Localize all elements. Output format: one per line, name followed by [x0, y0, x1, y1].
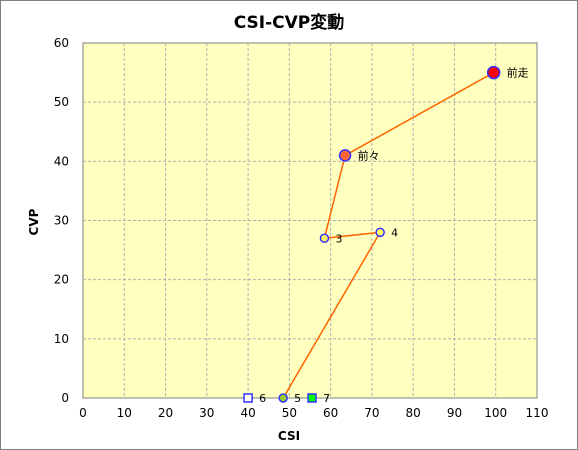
x-tick-label: 20	[158, 406, 173, 420]
point-label: 4	[391, 226, 398, 239]
x-tick-labels: 0 10 20 30 40 50 60 70 80 90 100 110	[79, 406, 548, 420]
x-axis-title: CSI	[278, 429, 300, 443]
x-tick-label: 50	[282, 406, 297, 420]
point-label: 6	[259, 392, 266, 405]
x-tick-label: 110	[526, 406, 549, 420]
point-label: 3	[335, 232, 342, 245]
x-tick-label: 0	[79, 406, 87, 420]
y-tick-label: 50	[54, 95, 69, 109]
x-tick-label: 10	[117, 406, 132, 420]
x-tick-label: 60	[323, 406, 338, 420]
data-point	[243, 393, 253, 403]
point-label: 前々	[358, 148, 380, 162]
point-label: 前走	[507, 66, 529, 80]
x-tick-label: 80	[406, 406, 421, 420]
x-tick-label: 30	[199, 406, 214, 420]
grid-lines	[83, 43, 537, 398]
y-tick-labels: 0 10 20 30 40 50 60	[54, 36, 69, 405]
y-tick-label: 40	[54, 154, 69, 168]
data-point	[307, 393, 317, 403]
x-tick-label: 90	[447, 406, 462, 420]
point-label: 7	[323, 392, 330, 405]
x-tick-label: 40	[240, 406, 255, 420]
y-tick-label: 20	[54, 273, 69, 287]
data-point	[319, 233, 330, 243]
y-tick-label: 10	[54, 332, 69, 346]
data-point	[278, 393, 288, 403]
x-tick-label: 70	[364, 406, 379, 420]
data-point	[486, 65, 501, 80]
chart-title: CSI-CVP変動	[234, 12, 345, 33]
data-point	[375, 227, 385, 238]
data-point	[338, 149, 352, 162]
y-tick-label: 60	[54, 36, 69, 50]
x-tick-label: 100	[484, 406, 507, 420]
y-axis-title: CVP	[27, 208, 41, 235]
y-tick-label: 0	[61, 391, 69, 405]
y-tick-label: 30	[54, 214, 69, 228]
data-points	[243, 65, 501, 403]
point-label: 5	[294, 392, 301, 405]
